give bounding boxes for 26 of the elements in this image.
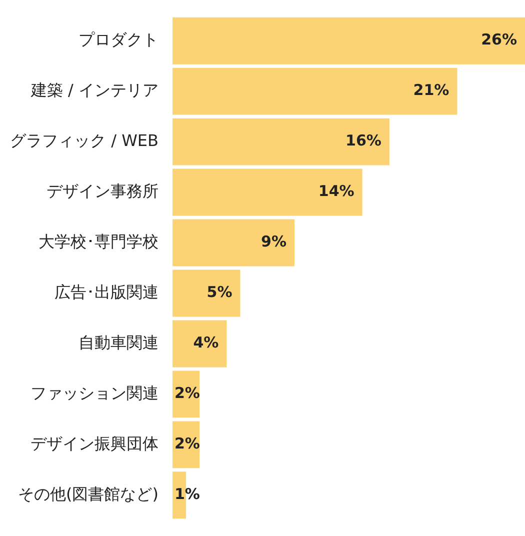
data-label: 2% xyxy=(174,384,200,402)
y-tick-label: デザイン事務所 xyxy=(46,181,158,200)
y-tick-label: 自動車関連 xyxy=(78,332,158,352)
y-tick-label: グラフィック / WEB xyxy=(10,130,158,150)
data-label: 9% xyxy=(261,232,286,251)
y-tick-label: 大学校･専門学校 xyxy=(38,232,158,251)
y-tick-label: その他(図書館など) xyxy=(18,484,158,504)
data-label: 21% xyxy=(413,81,450,100)
data-label: 2% xyxy=(174,434,200,453)
bar xyxy=(172,168,362,216)
bar xyxy=(172,17,525,64)
bar xyxy=(172,68,458,115)
data-label: 26% xyxy=(481,30,517,49)
y-tick-label: ファッション関連 xyxy=(30,383,158,402)
y-tick-label: プロダクト xyxy=(78,30,158,49)
data-label: 4% xyxy=(193,334,219,352)
bar xyxy=(172,219,294,266)
data-label: 5% xyxy=(206,283,232,302)
y-tick-label: 広告･出版関連 xyxy=(54,282,158,302)
y-tick-label: デザイン振興団体 xyxy=(30,434,158,453)
data-label: 16% xyxy=(346,132,382,150)
bar xyxy=(172,320,227,368)
data-label: 14% xyxy=(318,182,354,200)
y-tick-label: 建築 / インテリア xyxy=(30,80,158,100)
bar xyxy=(172,270,240,317)
bar xyxy=(172,118,390,166)
